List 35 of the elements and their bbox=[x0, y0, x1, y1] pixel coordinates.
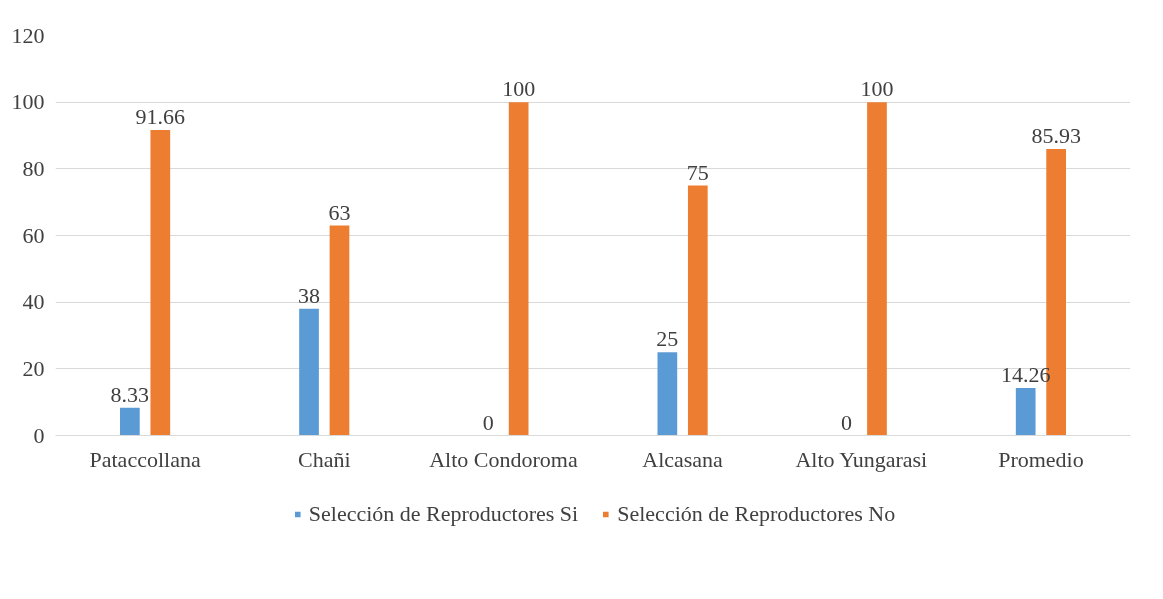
y-tick-label: 20 bbox=[22, 355, 45, 381]
legend-label: Selección de Reproductores Si bbox=[308, 501, 579, 527]
y-tick-label: 100 bbox=[11, 89, 45, 115]
bar bbox=[329, 225, 350, 436]
bar bbox=[150, 129, 171, 436]
legend-label: Selección de Reproductores No bbox=[617, 501, 896, 527]
bar bbox=[120, 407, 140, 436]
bar bbox=[687, 185, 708, 436]
data-label: 0 bbox=[482, 409, 494, 435]
data-label: 0 bbox=[841, 409, 853, 435]
data-label: 85.93 bbox=[1031, 123, 1081, 149]
data-label: 75 bbox=[686, 159, 709, 185]
x-tick-label: Alto Condoroma bbox=[429, 446, 578, 472]
data-label: 8.33 bbox=[110, 381, 150, 407]
y-tick-label: 60 bbox=[22, 222, 45, 248]
data-label: 38 bbox=[298, 282, 321, 308]
x-tick-label: Alto Yungarasi bbox=[795, 446, 928, 472]
bar bbox=[508, 102, 529, 436]
data-label: 91.66 bbox=[135, 103, 186, 129]
y-tick-label: 120 bbox=[11, 22, 45, 48]
bar bbox=[867, 102, 887, 436]
data-label: 25 bbox=[656, 326, 679, 352]
x-tick-label: Alcasana bbox=[642, 446, 724, 472]
x-tick-label: Pataccollana bbox=[89, 446, 201, 472]
data-label: 100 bbox=[860, 76, 894, 102]
x-tick-label: Promedio bbox=[998, 446, 1084, 472]
y-tick-label: 0 bbox=[33, 422, 45, 448]
y-tick-label: 40 bbox=[22, 289, 45, 315]
data-label: 100 bbox=[502, 76, 536, 102]
bar bbox=[1015, 387, 1036, 436]
bar bbox=[299, 308, 319, 436]
x-tick-label: Chañi bbox=[297, 446, 351, 472]
data-label: 63 bbox=[328, 199, 351, 225]
y-tick-label: 80 bbox=[22, 155, 45, 181]
bar bbox=[657, 352, 678, 436]
